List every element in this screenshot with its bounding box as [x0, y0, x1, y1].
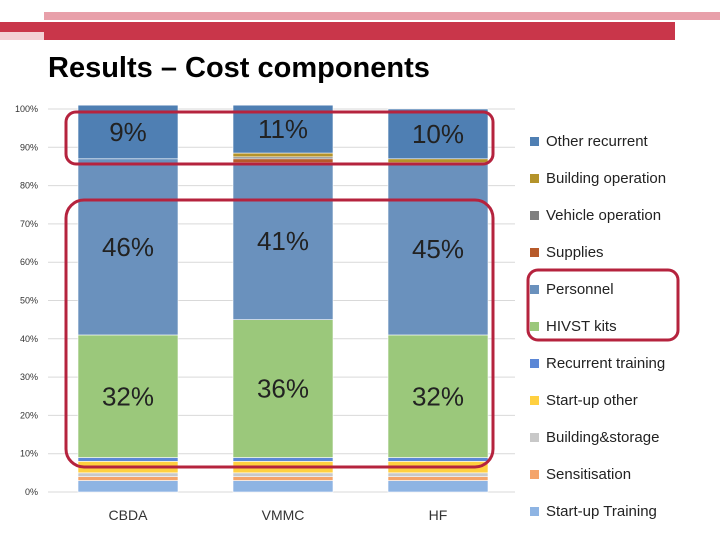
y-tick-label: 70% — [20, 219, 38, 229]
highlight-outline-personnel-kits — [64, 198, 495, 469]
x-tick-label: VMMC — [262, 507, 305, 523]
header-accent-bar-red — [0, 22, 675, 40]
bar-segment — [232, 319, 334, 458]
y-tick-label: 100% — [15, 104, 38, 114]
legend-label: Vehicle operation — [546, 206, 662, 224]
y-tick-label: 60% — [20, 257, 38, 267]
bar-segment — [77, 104, 179, 160]
legend-label: Personnel — [546, 280, 614, 298]
legend-swatch — [530, 432, 539, 442]
legend-item: HIVST kits — [530, 316, 617, 336]
bar-segment — [77, 476, 179, 481]
bar-segment — [232, 158, 334, 163]
x-tick-label: CBDA — [109, 507, 149, 523]
bar-segment — [232, 152, 334, 158]
bar-segment — [77, 457, 179, 462]
data-label: 41% — [257, 226, 309, 256]
legend-item: Vehicle operation — [530, 205, 661, 225]
bar-segment — [387, 108, 489, 160]
y-tick-label: 40% — [20, 334, 38, 344]
y-tick-label: 30% — [20, 372, 38, 382]
legend-swatch — [530, 247, 539, 257]
highlight-outline-other-recurrent — [64, 110, 495, 166]
y-tick-label: 20% — [20, 410, 38, 420]
bar-segment — [387, 476, 489, 481]
data-label: 45% — [412, 234, 464, 264]
y-tick-label: 10% — [20, 449, 38, 459]
bar-segment — [387, 334, 489, 458]
bar-segment — [387, 457, 489, 462]
legend-label: Building operation — [546, 169, 667, 187]
bar-segment — [387, 158, 489, 163]
header-accent-bar-light — [0, 32, 44, 40]
legend-label: Recurrent training — [546, 354, 666, 372]
bar-segment — [387, 472, 489, 477]
y-tick-label: 50% — [20, 296, 38, 306]
y-tick-label: 90% — [20, 142, 38, 152]
data-label: 10% — [412, 119, 464, 149]
highlight-outline-legend — [526, 268, 680, 342]
bar-segment — [232, 480, 334, 493]
legend-item: Supplies — [530, 242, 604, 262]
legend-swatch — [530, 210, 539, 220]
x-tick-label: HF — [429, 507, 448, 523]
slide-title: Results – Cost components — [48, 52, 430, 84]
legend-label: Sensitisation — [546, 465, 632, 483]
legend-item: Start-up other — [530, 390, 638, 410]
legend-swatch — [530, 395, 539, 405]
legend-label: Start-up other — [546, 391, 638, 409]
legend-item: Personnel — [530, 279, 614, 299]
legend-swatch — [530, 469, 539, 479]
bar-segment — [387, 480, 489, 493]
legend-swatch — [530, 506, 539, 516]
y-tick-label: 0% — [25, 487, 38, 497]
bar-segment — [77, 480, 179, 493]
legend-label: Start-up Training — [546, 502, 657, 520]
legend-item: Building operation — [530, 168, 666, 188]
bar-segment — [232, 457, 334, 462]
data-label: 46% — [102, 232, 154, 262]
bar-segment — [77, 158, 179, 336]
legend-item: Start-up Training — [530, 501, 657, 521]
bar-segment — [232, 476, 334, 481]
legend-swatch — [530, 136, 539, 146]
data-label: 36% — [257, 374, 309, 404]
bar-segment — [77, 472, 179, 477]
legend-item: Recurrent training — [530, 353, 665, 373]
bar-segment — [232, 472, 334, 477]
bar-segment — [232, 162, 334, 320]
legend-swatch — [530, 321, 539, 331]
data-label: 9% — [109, 117, 147, 147]
legend-item: Other recurrent — [530, 131, 648, 151]
bar-segment — [387, 162, 489, 336]
data-label: 32% — [412, 381, 464, 411]
legend-label: Building&storage — [546, 428, 660, 446]
legend-item: Building&storage — [530, 427, 659, 447]
legend-item: Sensitisation — [530, 464, 631, 484]
legend-swatch — [530, 284, 539, 294]
legend-swatch — [530, 358, 539, 368]
data-label: 11% — [258, 114, 308, 144]
legend-label: HIVST kits — [546, 317, 617, 335]
y-tick-label: 80% — [20, 181, 38, 191]
data-label: 32% — [102, 381, 154, 411]
legend-swatch — [530, 173, 539, 183]
header-accent-bar-pink — [44, 12, 720, 20]
legend-label: Other recurrent — [546, 132, 648, 150]
legend-label: Supplies — [546, 243, 604, 261]
